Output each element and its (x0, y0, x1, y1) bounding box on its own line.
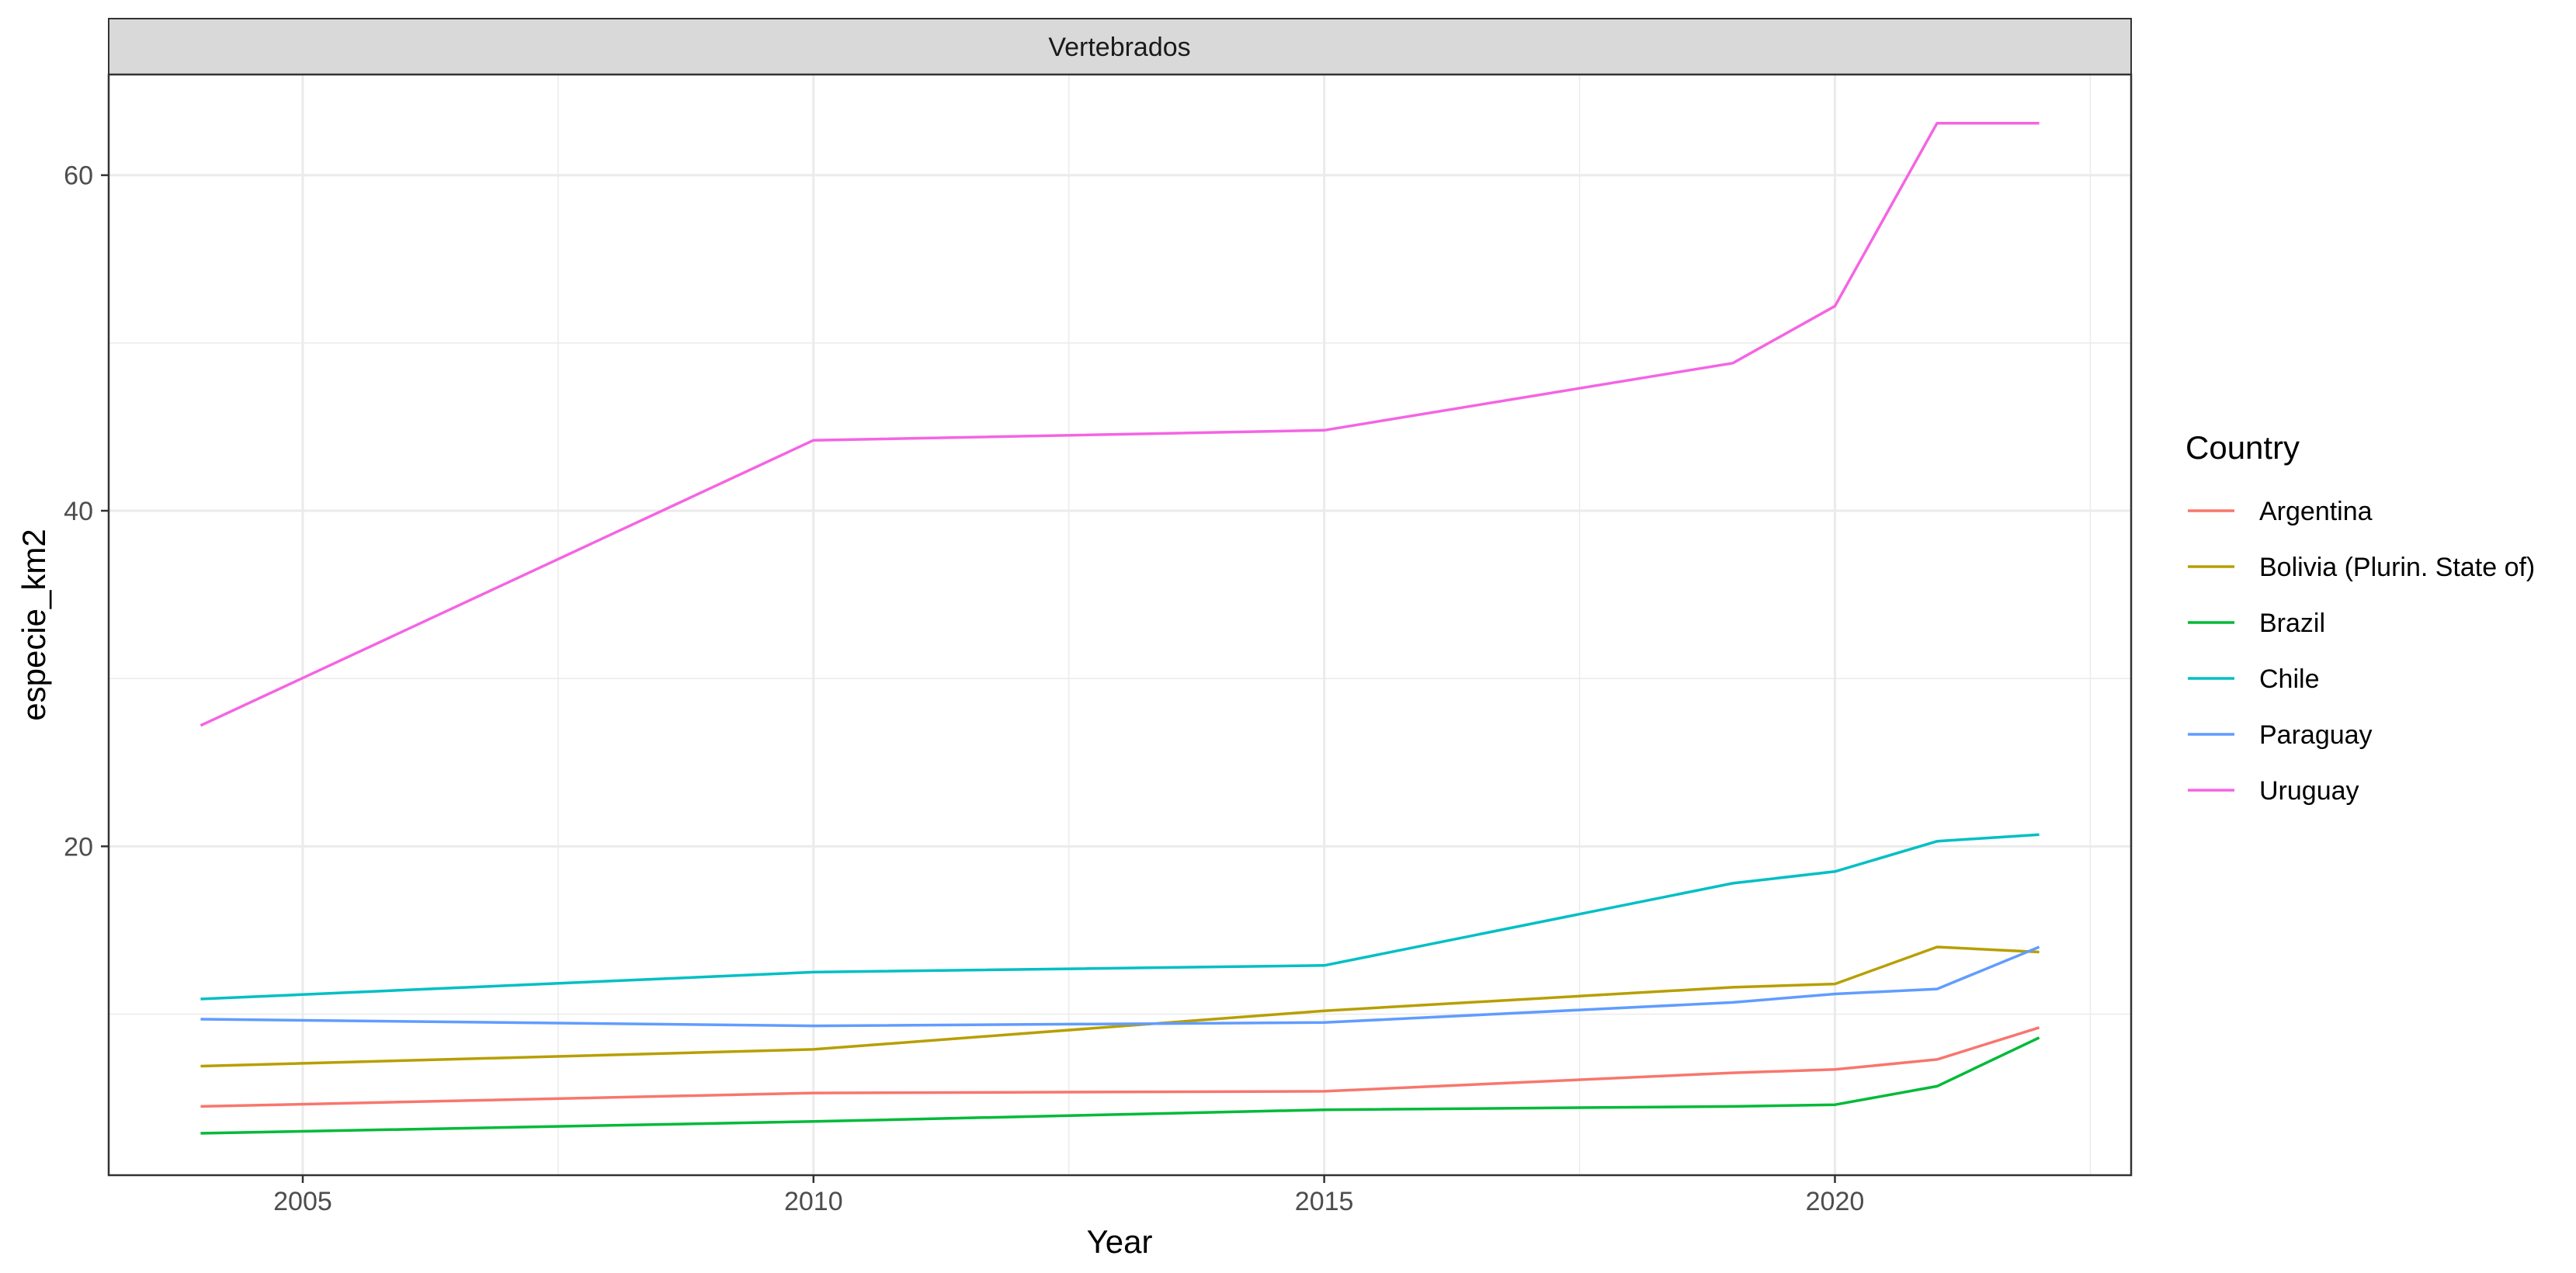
y-tick-label: 40 (64, 497, 93, 526)
series-line-paraguay (200, 945, 2040, 1028)
y-tick-label: 60 (64, 161, 93, 191)
series-line-chile (200, 833, 2040, 1001)
legend-label-paraguay: Paraguay (2259, 720, 2373, 750)
legend-label-uruguay: Uruguay (2259, 776, 2359, 806)
legend-label-brazil: Brazil (2259, 609, 2325, 638)
legend-label-chile: Chile (2259, 664, 2319, 694)
series-lines (200, 121, 2040, 1135)
y-tick-label: 20 (64, 832, 93, 862)
series-line-argentina (200, 1026, 2040, 1108)
panel-border (107, 73, 2133, 1177)
y-axis-title: especie_km2 (16, 529, 52, 720)
legend-label-argentina: Argentina (2259, 497, 2373, 526)
series-line-bolivia-plurin-state-of (200, 945, 2040, 1068)
legend-title: Country (2185, 429, 2300, 466)
legend: Country Argentina Bolivia (Plurin. State … (2185, 429, 2535, 806)
x-tick-label: 2005 (273, 1187, 332, 1216)
x-tick-label: 2020 (1806, 1187, 1865, 1216)
series-line-brazil (200, 1036, 2040, 1135)
grid-lines (109, 75, 2131, 1175)
facet-title: Vertebrados (1048, 33, 1190, 62)
x-tick-label: 2015 (1295, 1187, 1354, 1216)
x-tick-label: 2010 (784, 1187, 843, 1216)
plot-panel (109, 75, 2131, 1175)
series-line-uruguay (200, 121, 2040, 727)
facet-strip (108, 18, 2132, 75)
legend-label-bolivia-plurin-state-of: Bolivia (Plurin. State of) (2259, 553, 2535, 582)
x-axis-title: Year (1087, 1223, 1153, 1260)
